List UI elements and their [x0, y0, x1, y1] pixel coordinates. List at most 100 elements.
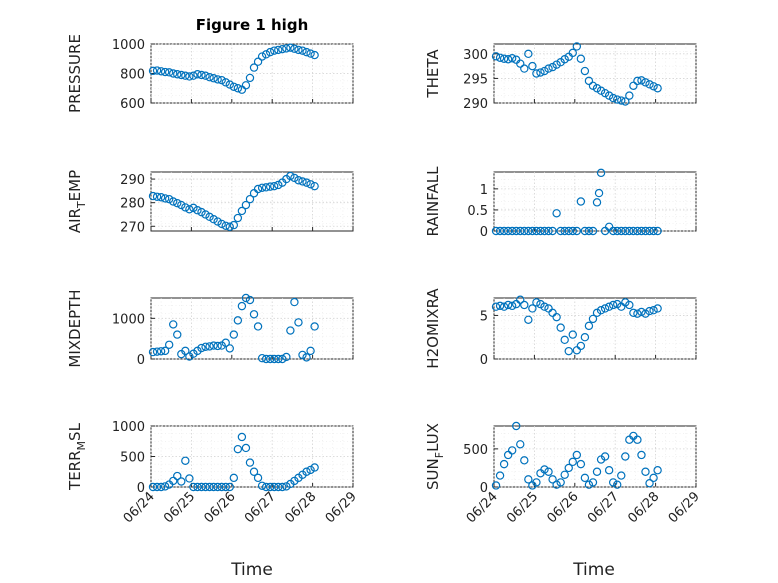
data-point: [572, 42, 582, 51]
data-point: [177, 477, 186, 486]
data-point: [241, 293, 251, 303]
data-point: [633, 435, 642, 444]
data-point: [181, 346, 190, 356]
data-point: [173, 70, 182, 79]
data-point: [249, 63, 259, 72]
data-point: [193, 482, 202, 492]
y-tick-label: 1: [480, 183, 488, 198]
data-point: [613, 226, 622, 236]
data-point: [617, 226, 626, 236]
subplot-row3-left: 0 1000 MIXDEPTH: [66, 289, 354, 368]
data-point: [265, 47, 275, 57]
data-point: [286, 326, 295, 335]
data-point: [625, 91, 634, 100]
x-tick-label: 06/29: [323, 489, 360, 526]
data-point: [310, 322, 319, 331]
data-point: [294, 318, 303, 327]
data-point: [588, 226, 598, 236]
data-point: [302, 47, 311, 57]
y-tick-label: 300: [463, 48, 488, 63]
y-axis-label: MIXDEPTH: [66, 289, 84, 367]
data-point: [213, 482, 222, 492]
data-point: [621, 226, 630, 236]
data-point: [503, 55, 513, 64]
y-tick-label: 0: [480, 481, 488, 496]
data-point: [507, 226, 517, 236]
data-point: [160, 67, 170, 77]
data-point: [201, 71, 210, 80]
data-point: [641, 226, 650, 236]
data-point: [524, 49, 533, 59]
data-point: [594, 188, 604, 198]
subplot-row2-right: 0 0.5 1 RAINFALL: [424, 166, 697, 240]
data-point: [278, 44, 287, 54]
data-point: [617, 471, 626, 480]
subplot-top-left: 600 800 1000 PRESSURE: [66, 34, 354, 113]
data-point: [193, 206, 202, 215]
x-tick-label: 06/25: [161, 489, 198, 526]
y-tick-label: 0: [137, 481, 145, 496]
data-point: [221, 338, 230, 347]
data-point: [274, 180, 283, 190]
data-point: [621, 452, 630, 461]
data-point: [197, 207, 206, 217]
data-point: [201, 210, 210, 219]
data-point: [592, 198, 602, 207]
data-point: [193, 70, 202, 79]
data-point: [156, 347, 166, 356]
data-point: [499, 302, 509, 311]
data-point: [633, 226, 642, 236]
data-point: [604, 466, 614, 475]
data-point: [649, 473, 658, 483]
data-point: [221, 78, 230, 87]
data-point: [653, 304, 662, 313]
data-point: [556, 478, 565, 487]
data-point: [225, 222, 234, 231]
data-point: [548, 475, 557, 484]
data-point: [177, 200, 186, 210]
data-point: [491, 226, 501, 236]
data-point: [540, 226, 549, 236]
data-point: [512, 226, 521, 236]
data-point: [588, 478, 598, 487]
data-point: [209, 214, 218, 224]
y-tick-label: 800: [120, 68, 145, 83]
subplot-bottom-right: 06/24 06/25 06/26 06/27 06/28 06/290500SUNFLU…: [424, 421, 703, 526]
data-point: [205, 72, 214, 82]
data-point: [617, 96, 626, 105]
data-point: [516, 295, 525, 304]
data-point: [560, 226, 569, 236]
data-point: [169, 197, 178, 206]
data-point: [265, 182, 275, 191]
x-tick-label: 06/26: [202, 489, 239, 526]
data-point: [576, 54, 586, 63]
data-point: [261, 50, 271, 59]
data-point: [282, 482, 291, 491]
data-point: [282, 352, 291, 362]
data-point: [520, 226, 529, 236]
data-point: [576, 341, 586, 351]
data-point: [576, 197, 586, 206]
data-point: [556, 226, 565, 236]
data-point: [576, 459, 586, 469]
data-point: [173, 471, 182, 481]
data-point: [274, 482, 283, 492]
x-tick-label: 06/29: [666, 489, 703, 526]
data-point: [257, 481, 267, 490]
data-point: [637, 450, 646, 460]
y-axis-label: SUNFLUX: [424, 423, 446, 490]
data-point: [625, 300, 634, 310]
x-tick-label: 06/28: [282, 489, 319, 526]
data-point: [237, 301, 247, 311]
data-point: [185, 474, 194, 483]
data-point: [253, 57, 263, 66]
data-point: [507, 301, 517, 311]
data-point: [290, 297, 299, 307]
data-point: [507, 54, 517, 63]
data-point: [568, 457, 577, 467]
data-point: [564, 346, 573, 356]
subplot-bottom-left: 06/24 06/25 06/26 06/27 06/28 06/2905001000TE…: [66, 420, 360, 526]
data-point: [564, 463, 573, 473]
